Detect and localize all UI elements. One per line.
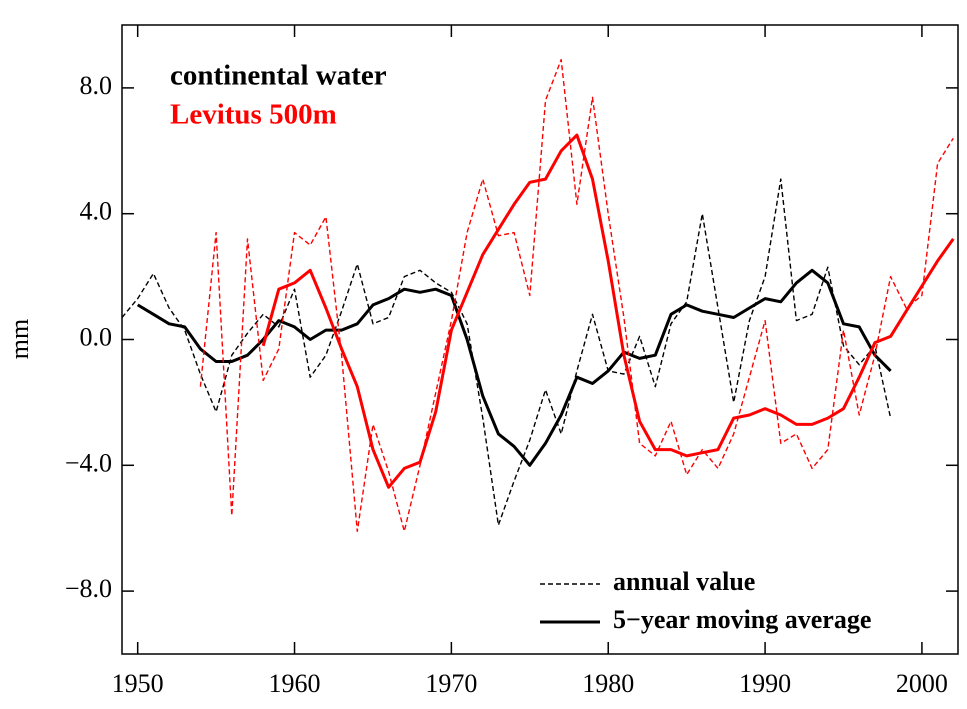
- annual-line: [121, 178, 892, 526]
- group-label: continental water: [170, 60, 387, 92]
- legend-label: annual value: [613, 567, 755, 596]
- x-tick-label: 1980: [582, 669, 634, 698]
- x-tick-label: 2000: [896, 669, 948, 698]
- moving-average-line: [261, 133, 955, 489]
- x-tick-label: 1970: [425, 669, 477, 698]
- y-tick-label: 4.0: [80, 197, 113, 226]
- legend-label: 5−year moving average: [613, 605, 871, 634]
- annual-line: [199, 58, 954, 532]
- y-tick-label: −4.0: [65, 448, 112, 477]
- x-tick-label: 1950: [112, 669, 164, 698]
- moving-average-line: [136, 268, 892, 467]
- y-tick-label: 8.0: [80, 71, 113, 100]
- group-label: Levitus 500m: [170, 99, 337, 131]
- x-tick-label: 1990: [739, 669, 791, 698]
- y-tick-label: 0.0: [80, 322, 113, 351]
- y-axis-label: mm: [5, 319, 34, 359]
- y-tick-label: −8.0: [65, 574, 112, 603]
- x-tick-label: 1960: [269, 669, 321, 698]
